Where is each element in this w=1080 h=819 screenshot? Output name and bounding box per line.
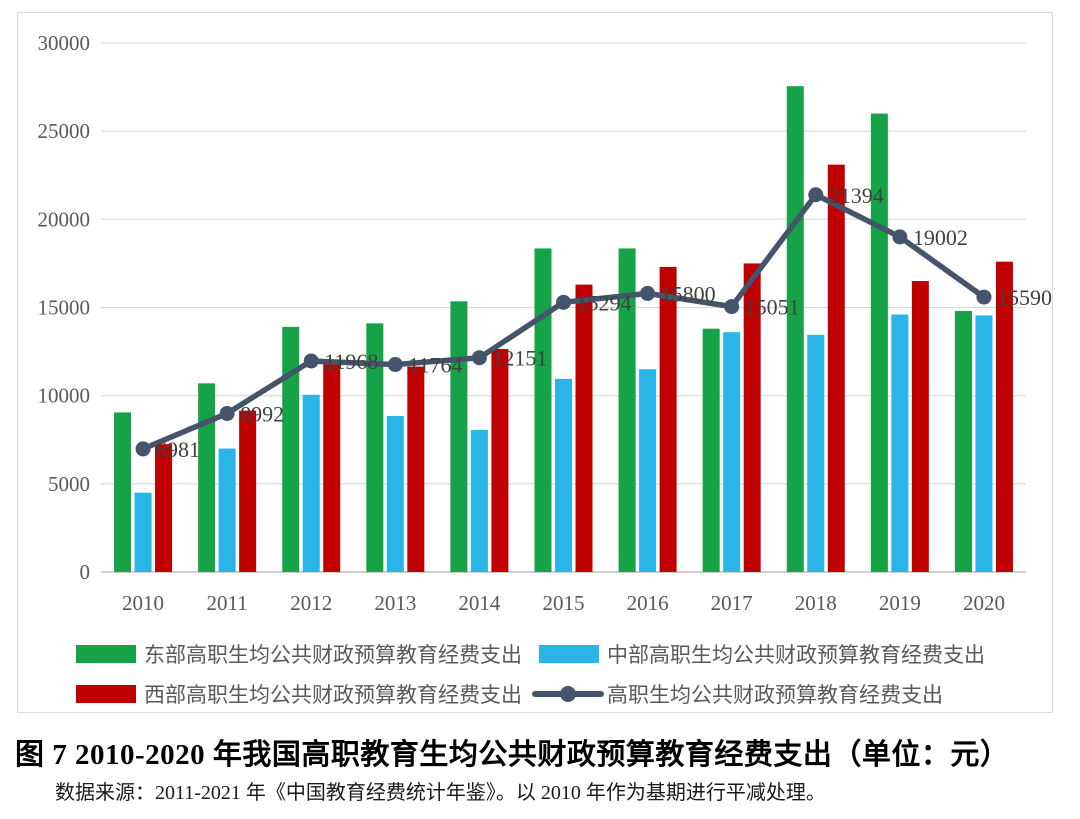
y-axis-tick-label: 30000 (38, 31, 91, 55)
bar-series2-2013 (407, 366, 425, 572)
line-marker-2011 (219, 405, 235, 421)
line-marker-2018 (808, 187, 824, 203)
data-label-2013: 11764 (408, 353, 462, 378)
y-axis-tick-label: 15000 (38, 296, 91, 320)
bar-series0-2018 (786, 86, 804, 573)
x-axis-tick-label: 2011 (207, 591, 248, 615)
chart-frame: 0 5000 10000 15000 20000 25000 30000 2010 2011 20… (17, 12, 1053, 713)
legend-swatch (76, 685, 136, 703)
x-axis-tick-label: 2013 (374, 591, 416, 615)
bar-series1-2017 (723, 332, 741, 572)
legend-swatch (539, 645, 599, 663)
data-label-2020: 15590 (997, 285, 1052, 310)
data-label-2015: 15294 (577, 290, 632, 315)
bar-series1-2018 (807, 334, 825, 572)
x-axis-tick-label: 2016 (627, 591, 669, 615)
bar-series1-2013 (386, 415, 404, 572)
line-marker-2015 (556, 294, 571, 310)
bar-series1-2011 (218, 448, 236, 572)
x-axis-tick-label: 2017 (711, 591, 753, 615)
legend-label: 中部高职生均公共财政预算教育经费支出 (607, 643, 985, 667)
x-axis-tick-label: 2015 (543, 591, 585, 615)
bar-series2-2017 (743, 263, 761, 572)
y-axis-tick-label: 5000 (48, 472, 90, 496)
bar-series1-2012 (302, 394, 320, 572)
bar-series2-2011 (239, 410, 257, 572)
x-axis-tick-label: 2018 (795, 591, 837, 615)
y-axis-tick-label: 25000 (38, 119, 91, 143)
line-marker-2012 (303, 353, 319, 369)
line-marker-2020 (976, 289, 992, 305)
figure-caption: 图 7 2010-2020 年我国高职教育生均公共财政预算教育经费支出（单位：元… (15, 739, 1010, 771)
bar-series2-2019 (911, 281, 929, 572)
line-marker-2017 (724, 299, 740, 315)
bar-series2-2020 (995, 261, 1013, 572)
bar-series2-2014 (491, 348, 509, 572)
data-label-2011: 8992 (240, 401, 284, 426)
bar-series1-2016 (639, 369, 657, 572)
line-marker-2013 (387, 357, 403, 373)
bar-series0-2017 (702, 328, 720, 572)
line-marker-2014 (471, 350, 487, 366)
bar-series0-2015 (534, 248, 552, 572)
line-marker-2016 (640, 285, 656, 301)
bar-series1-2020 (975, 315, 993, 572)
bar-series2-2012 (323, 363, 341, 572)
legend-label: 西部高职生均公共财政预算教育经费支出 (144, 683, 522, 707)
y-axis-tick-label: 10000 (38, 384, 91, 408)
bar-series0-2014 (450, 301, 468, 572)
bar-series0-2016 (618, 248, 636, 572)
legend-line-marker (560, 686, 576, 702)
x-axis-tick-label: 2020 (963, 591, 1005, 615)
bar-series0-2013 (366, 323, 384, 572)
bar-series2-2016 (659, 266, 677, 572)
data-label-2019: 19002 (913, 225, 968, 250)
bar-series1-2019 (891, 314, 909, 572)
x-axis-tick-label: 2010 (122, 591, 164, 615)
y-axis-tick-label: 0 (80, 560, 91, 584)
bar-series0-2010 (114, 412, 132, 572)
x-axis-tick-label: 2012 (290, 591, 332, 615)
bar-series0-2020 (954, 311, 972, 572)
figure-source: 数据来源：2011-2021 年《中国教育经费统计年鉴》。以 2010 年作为基… (55, 782, 826, 804)
x-axis-tick-label: 2019 (879, 591, 921, 615)
legend-label: 高职生均公共财政预算教育经费支出 (607, 683, 943, 707)
data-label-2010: 6981 (156, 437, 200, 462)
data-label-2016: 15800 (661, 281, 716, 306)
bar-series1-2010 (134, 492, 152, 572)
bar-series0-2011 (198, 383, 216, 572)
x-axis-tick-label: 2014 (458, 591, 501, 615)
data-label-2018: 21394 (829, 183, 884, 208)
legend-swatch (76, 645, 136, 663)
chart-canvas: 0 5000 10000 15000 20000 25000 30000 2010 2011 20… (38, 31, 1052, 707)
line-marker-2010 (135, 441, 151, 457)
bar-series2-2010 (155, 444, 173, 572)
legend-label: 东部高职生均公共财政预算教育经费支出 (144, 643, 522, 667)
bar-series1-2015 (555, 378, 572, 572)
line-marker-2019 (892, 229, 908, 245)
y-axis-tick-label: 20000 (38, 207, 91, 231)
data-label-2017: 15051 (745, 295, 800, 320)
bar-series2-2015 (575, 284, 593, 572)
bar-series2-2018 (827, 164, 845, 573)
bar-series0-2012 (282, 326, 300, 572)
data-label-2012: 11968 (324, 349, 378, 374)
bar-series1-2014 (470, 430, 488, 572)
data-label-2014: 12151 (492, 346, 547, 371)
